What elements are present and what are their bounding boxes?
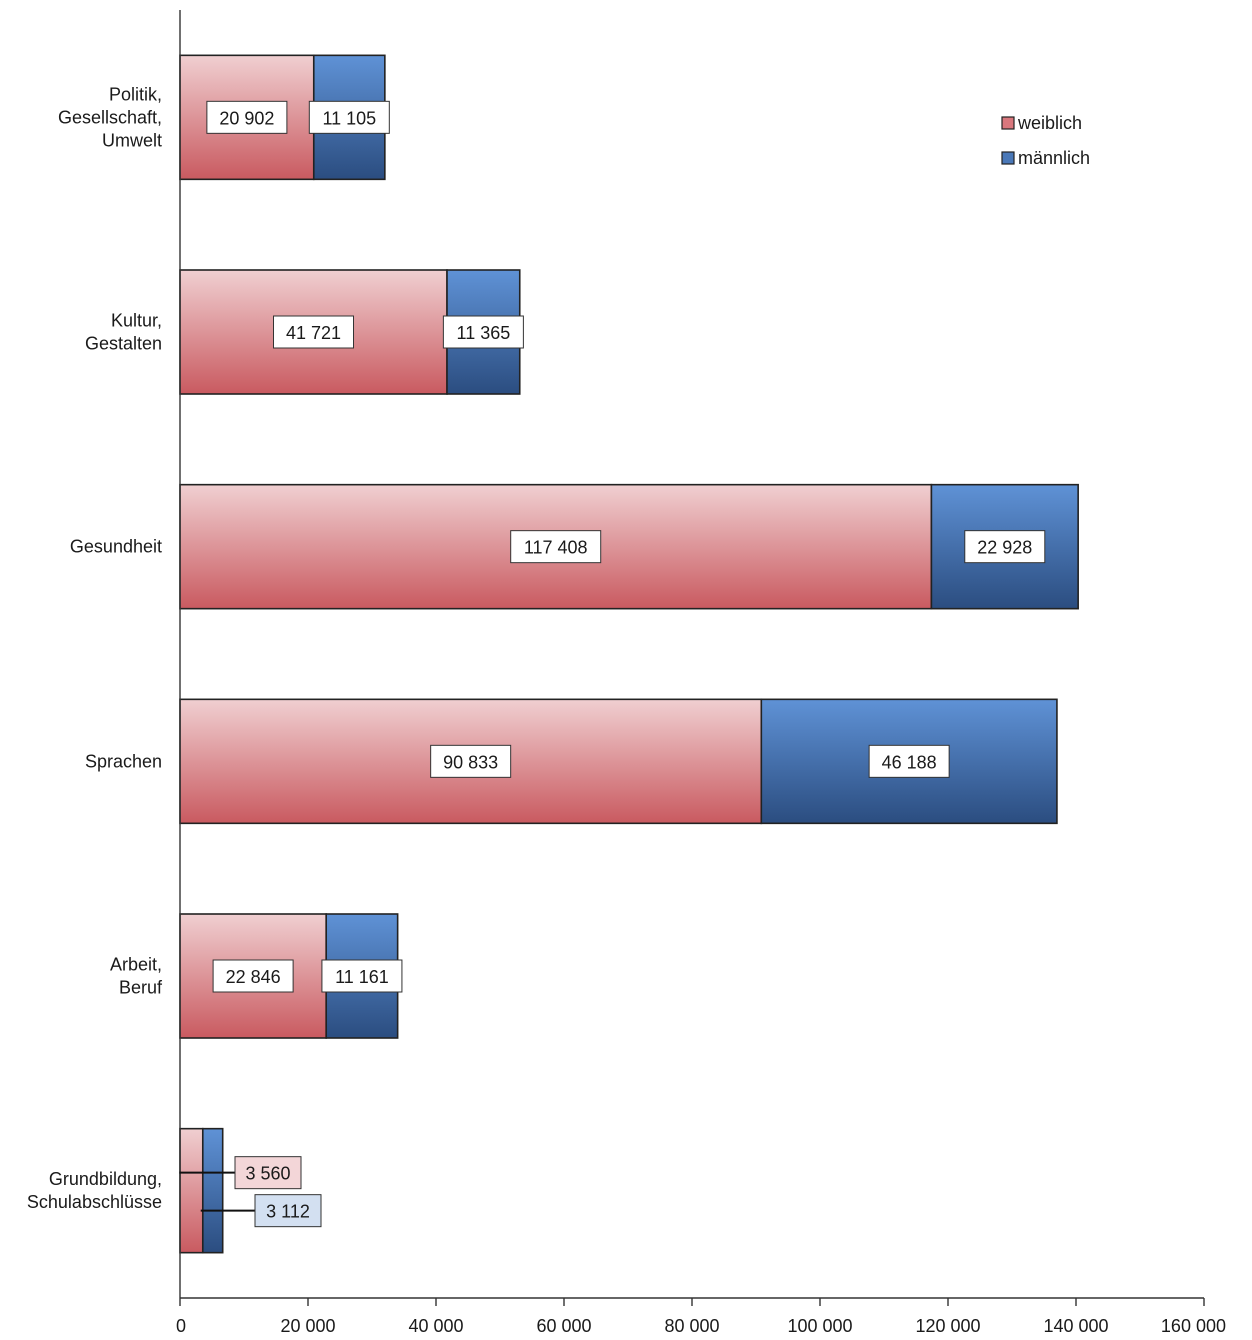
data-label: 22 846 (212, 959, 294, 993)
data-label-box (430, 744, 512, 778)
data-label-box (273, 315, 355, 349)
x-tick-label: 0 (176, 1316, 186, 1336)
data-label-text: 90 833 (443, 752, 498, 772)
data-label-text: 46 188 (882, 752, 937, 772)
x-tick-label: 40 000 (408, 1316, 463, 1336)
data-label-box (964, 530, 1046, 564)
data-label-text: 117 408 (524, 538, 588, 558)
data-label-box (254, 1194, 322, 1228)
data-label: 22 928 (964, 530, 1046, 564)
bar-weiblich (179, 1127, 204, 1254)
data-label: 41 721 (273, 315, 355, 349)
bars-layer (179, 54, 1079, 1254)
data-label: 117 408 (510, 530, 602, 564)
data-label-box (234, 1156, 302, 1190)
data-label-text: 11 365 (457, 323, 511, 343)
legend-label: weiblich (1017, 113, 1082, 133)
x-tick-label: 60 000 (536, 1316, 591, 1336)
data-label: 11 365 (442, 315, 524, 349)
category-label: Politik, Gesellschaft, Umwelt (58, 84, 162, 150)
x-tick-label: 160 000 (1161, 1316, 1226, 1336)
data-labels: Politik, Gesellschaft, Umwelt 20 902 11 105 K… (27, 84, 1046, 1228)
bar-maennlich (201, 1127, 224, 1254)
legend: weiblich männlich (1001, 113, 1090, 168)
axes: 0 20 000 40 000 60 000 80 000 100 000 120 000 1… (176, 10, 1226, 1336)
data-label-box (212, 959, 294, 993)
data-label: 11 105 (308, 100, 390, 134)
category-label: Sprachen (85, 751, 162, 771)
data-label-text: 41 721 (286, 323, 341, 343)
legend-swatch (1001, 151, 1015, 165)
data-label-text: 3 112 (266, 1202, 310, 1222)
data-label-box (868, 744, 950, 778)
data-label-text: 11 105 (322, 108, 376, 128)
data-label-text: 22 846 (226, 967, 281, 987)
data-label-box (206, 100, 288, 134)
data-label-text: 3 560 (245, 1164, 290, 1184)
data-label: 20 902 (206, 100, 288, 134)
x-tick-label: 80 000 (664, 1316, 719, 1336)
data-label: 90 833 (430, 744, 512, 778)
category-label: Kultur, Gestalten (85, 311, 162, 354)
data-label-text: 20 902 (219, 108, 274, 128)
category-label: Gesundheit (70, 537, 162, 557)
legend-swatch (1001, 116, 1015, 130)
x-tick-label: 20 000 (280, 1316, 335, 1336)
category-label: Grundbildung, Schulabschlüsse (27, 1169, 162, 1212)
category-label: Arbeit, Beruf (110, 955, 163, 998)
data-label-box (308, 100, 390, 134)
data-label: 11 161 (321, 959, 403, 993)
data-label-box (442, 315, 524, 349)
legend-label: männlich (1018, 148, 1090, 168)
x-tick-label: 140 000 (1043, 1316, 1108, 1336)
data-label: 46 188 (868, 744, 950, 778)
x-tick-label: 100 000 (787, 1316, 852, 1336)
x-tick-label: 120 000 (915, 1316, 980, 1336)
data-label-box (510, 530, 602, 564)
data-label-text: 11 161 (335, 967, 389, 987)
data-label-box (321, 959, 403, 993)
data-label-text: 22 928 (977, 538, 1032, 558)
